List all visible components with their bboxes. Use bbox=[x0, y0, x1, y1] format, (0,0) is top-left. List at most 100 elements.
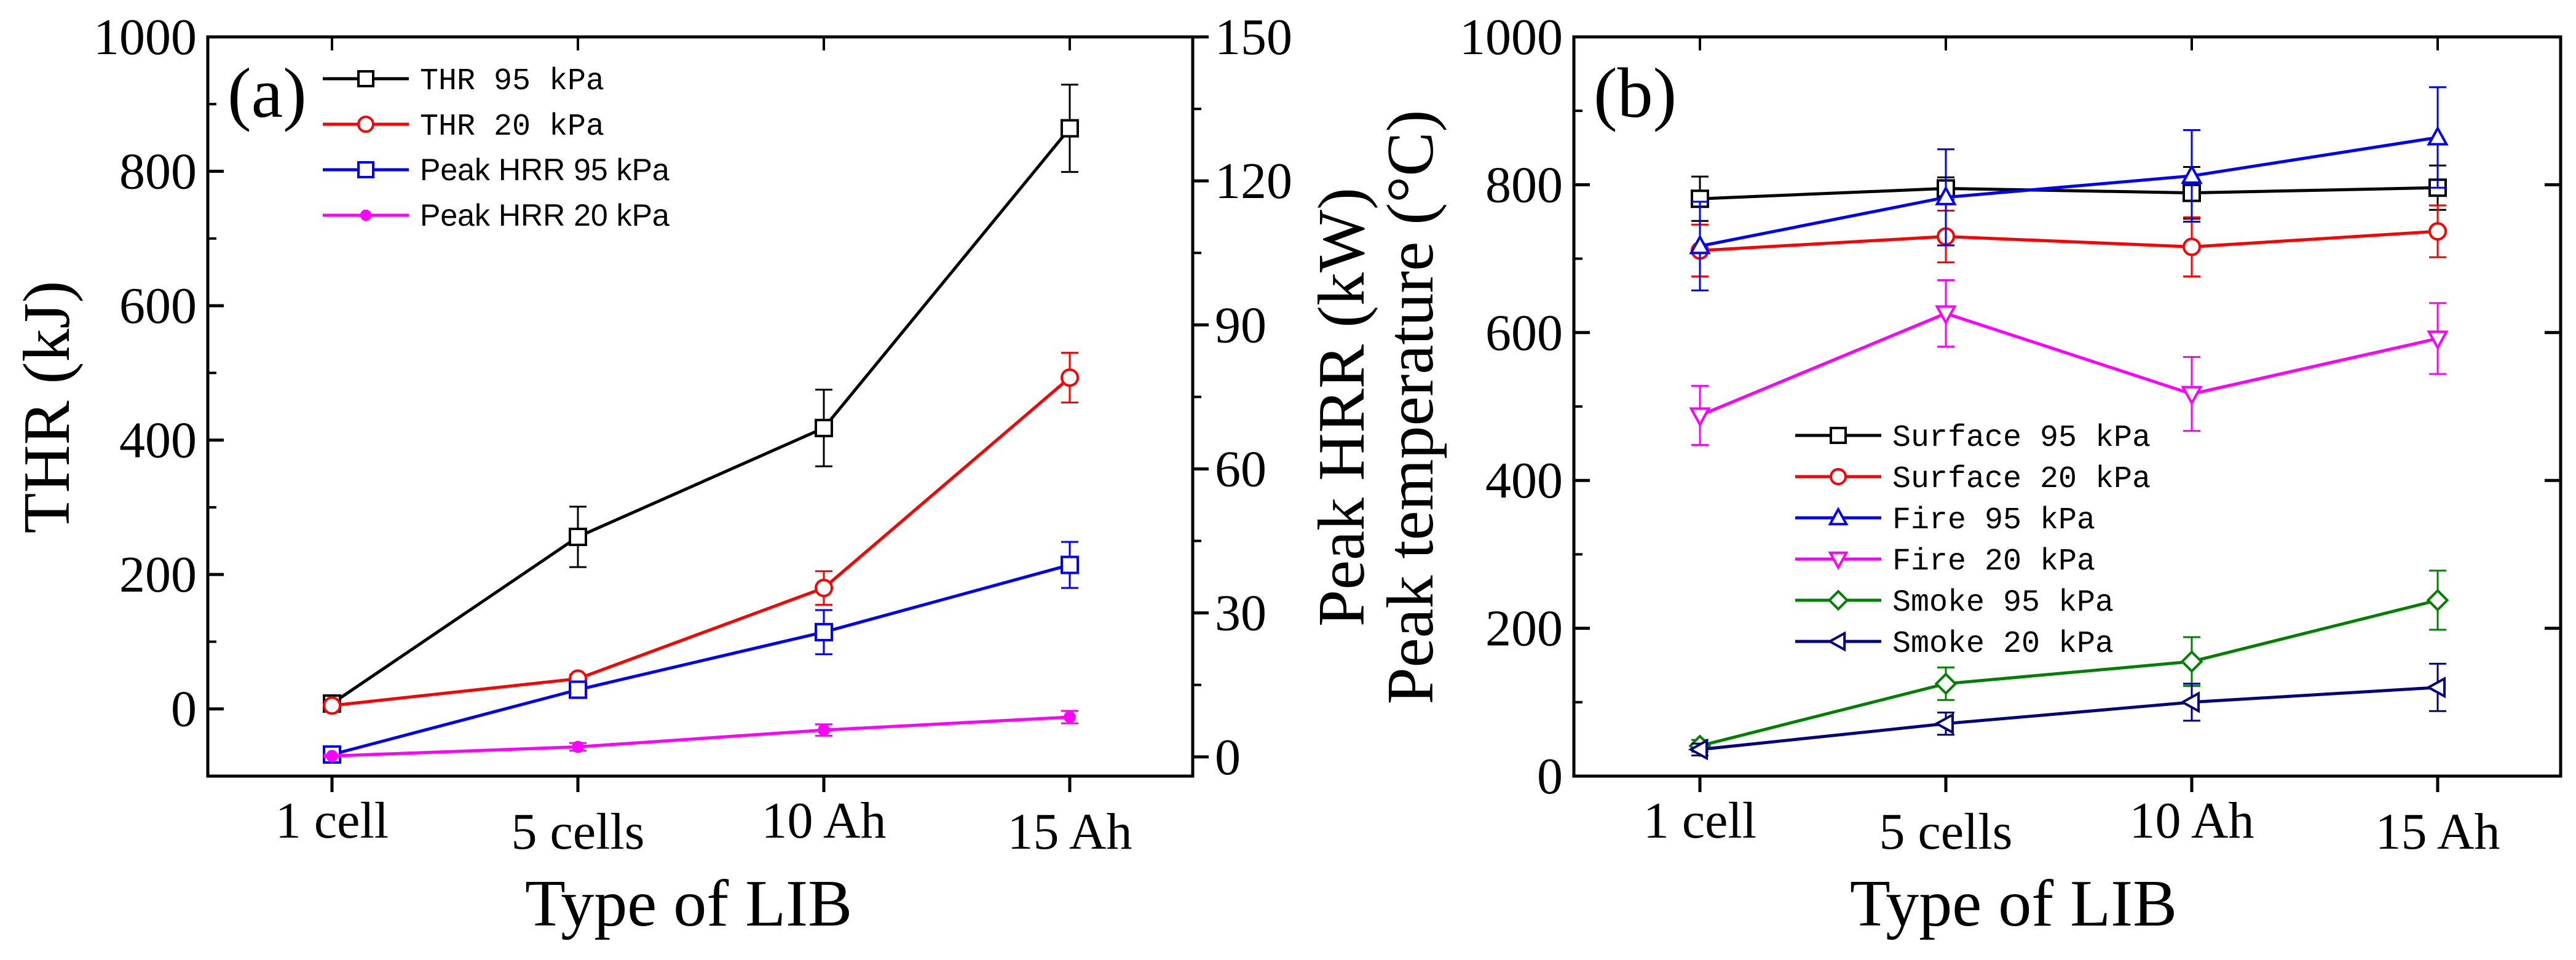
series-line bbox=[1699, 136, 2438, 248]
data-point bbox=[2427, 330, 2449, 351]
legend-swatch-marker bbox=[357, 161, 374, 178]
data-point bbox=[2179, 691, 2200, 713]
legend-item: Surface 95 kPa bbox=[1795, 421, 2151, 456]
y-tick-label: 1000 bbox=[93, 9, 197, 66]
y-axis-label-a: THR (kJ) bbox=[10, 281, 84, 534]
x-tick-label: 1 cell bbox=[1643, 792, 1756, 849]
series-fire-20-kpa bbox=[1689, 279, 2449, 446]
series-line bbox=[331, 376, 1071, 707]
y-tick-label: 600 bbox=[119, 277, 197, 335]
y2-tick-label: 120 bbox=[1215, 153, 1292, 210]
y-tick-label: 200 bbox=[1485, 600, 1563, 657]
series-surface-20-kpa bbox=[1691, 204, 2447, 277]
y-tick-label: 800 bbox=[1485, 156, 1563, 213]
axis-ticks-b: 0 200 400 600 800 1000 1 cell 5 cells 10 Ah 15 Ah bbox=[1460, 9, 2561, 860]
y-tick-label: 0 bbox=[1537, 748, 1563, 805]
legend-swatch-marker bbox=[357, 70, 374, 87]
data-point bbox=[2181, 386, 2203, 406]
panel-label-a: (a) bbox=[227, 54, 307, 133]
legend-label: Fire 95 kPa bbox=[1892, 503, 2095, 538]
x-tick-label: 5 cells bbox=[512, 803, 645, 860]
y2-axis-label-a-line2: Peak temperature (°C) bbox=[1374, 110, 1447, 705]
x-tick-label: 15 Ah bbox=[2375, 803, 2500, 860]
data-point bbox=[569, 680, 587, 699]
data-point bbox=[2426, 589, 2449, 612]
legend-b: Surface 95 kPa Surface 20 kPa Fire 95 kPa F… bbox=[1795, 421, 2151, 662]
series-line bbox=[331, 563, 1070, 756]
y-tick-label: 800 bbox=[119, 143, 197, 200]
data-point bbox=[1934, 712, 1954, 735]
data-point bbox=[323, 696, 341, 715]
series-line bbox=[331, 715, 1070, 758]
y2-tick-label: 60 bbox=[1215, 440, 1266, 498]
series-line bbox=[1699, 598, 2438, 748]
x-tick-label: 15 Ah bbox=[1007, 803, 1132, 860]
data-point bbox=[1688, 739, 1709, 761]
legend-label: THR 20 kPa bbox=[420, 109, 604, 145]
data-point bbox=[815, 579, 833, 598]
data-point bbox=[815, 418, 833, 437]
data-point bbox=[1064, 711, 1076, 723]
x-tick-label: 10 Ah bbox=[2129, 792, 2254, 849]
x-axis-label-b: Type of LIB bbox=[1850, 867, 2177, 940]
data-point bbox=[1935, 185, 1957, 205]
data-point bbox=[569, 527, 587, 546]
data-point bbox=[326, 750, 338, 763]
legend-label: Surface 95 kPa bbox=[1892, 421, 2151, 456]
series-fire-95-kpa bbox=[1689, 86, 2449, 292]
chart-panel-b: 0 200 400 600 800 1000 1 cell 5 cells 10 Ah 15 Ah… bbox=[1460, 9, 2562, 940]
series-line bbox=[1699, 186, 2438, 200]
legend-item: Fire 95 kPa bbox=[1795, 503, 2095, 538]
x-axis-label-a: Type of LIB bbox=[525, 867, 852, 940]
legend-swatch-marker bbox=[1828, 551, 1849, 570]
data-point bbox=[572, 740, 584, 753]
legend-label: Peak HRR 20 kPa bbox=[420, 198, 670, 232]
legend-label: THR 95 kPa bbox=[420, 64, 604, 99]
y-tick-label: 200 bbox=[119, 546, 197, 603]
series-line bbox=[1699, 229, 2438, 252]
y2-tick-label: 150 bbox=[1215, 9, 1292, 66]
legend-item: Peak HRR 20 kPa bbox=[323, 198, 670, 232]
legend-item: Smoke 20 kPa bbox=[1795, 627, 2114, 662]
data-point bbox=[815, 622, 833, 641]
x-tick-label: 5 cells bbox=[1879, 803, 2013, 860]
legend-label: Smoke 20 kPa bbox=[1892, 627, 2114, 662]
series-group-a bbox=[323, 84, 1079, 764]
plot-frame-a bbox=[206, 35, 1195, 778]
data-point bbox=[2183, 237, 2201, 256]
plot-area-border bbox=[206, 35, 1195, 778]
legend-swatch-marker bbox=[357, 116, 374, 133]
legend-label: Smoke 95 kPa bbox=[1892, 585, 2114, 621]
x-tick-label: 10 Ah bbox=[761, 792, 886, 849]
series-line bbox=[1699, 311, 2438, 417]
data-point bbox=[2425, 676, 2446, 699]
data-point bbox=[1689, 234, 1711, 255]
data-point bbox=[1061, 368, 1079, 387]
legend-item: Fire 20 kPa bbox=[1795, 544, 2095, 579]
legend-swatch-marker bbox=[1828, 507, 1849, 526]
chart-panel-a: 0 200 400 600 800 1000 0 30 60 90 120 150 1 cell 5 ce… bbox=[10, 9, 1447, 940]
data-point bbox=[1061, 119, 1079, 138]
legend-item: Smoke 95 kPa bbox=[1795, 585, 2114, 621]
y2-tick-label: 90 bbox=[1215, 296, 1266, 354]
y-tick-label: 400 bbox=[1485, 452, 1563, 509]
data-point bbox=[2180, 650, 2203, 673]
data-point bbox=[2428, 222, 2447, 241]
legend-a: THR 95 kPa THR 20 kPa Peak HRR 95 kPa Peak … bbox=[323, 64, 670, 232]
data-point bbox=[1934, 672, 1958, 696]
data-point bbox=[1935, 305, 1957, 325]
data-point bbox=[1689, 407, 1711, 427]
series-group-b bbox=[1688, 86, 2449, 761]
y2-tick-label: 0 bbox=[1215, 729, 1241, 786]
series-line bbox=[1699, 686, 2438, 752]
data-point bbox=[1061, 555, 1079, 574]
legend-swatch-marker bbox=[1830, 427, 1847, 444]
legend-swatch-marker bbox=[1830, 468, 1847, 485]
y-tick-label: 1000 bbox=[1460, 9, 1563, 66]
y2-tick-label: 30 bbox=[1215, 585, 1266, 642]
y-tick-label: 600 bbox=[1485, 304, 1563, 362]
y-tick-label: 0 bbox=[171, 681, 197, 738]
x-tick-label: 1 cell bbox=[275, 792, 389, 849]
legend-swatch-marker bbox=[1827, 589, 1849, 611]
